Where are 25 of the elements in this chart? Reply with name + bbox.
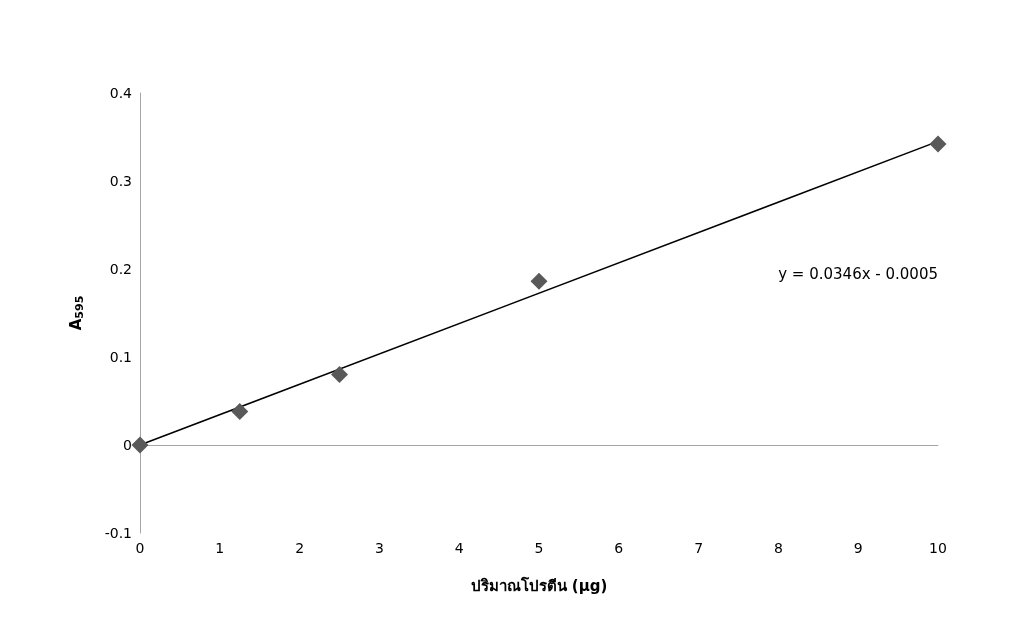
x-tick-label: 4 [454,540,464,556]
y-axis-title: A595 [66,295,86,331]
x-tick-label: 1 [215,540,225,556]
point [929,135,947,153]
x-tick-label: 9 [853,540,863,556]
x-tick-label: 2 [295,540,305,556]
y-tick-label: 0.3 [109,173,132,189]
y-tick-label: 0 [123,437,132,453]
x-tick-label: 10 [929,540,947,556]
x-tick-label: 0 [135,540,145,556]
point [131,436,149,454]
x-tick-label: 8 [773,540,783,556]
point [231,403,249,421]
x-tick-label: 7 [694,540,704,556]
x-tick-label: 6 [614,540,624,556]
x-tick-label: 5 [534,540,544,556]
y-tick-label: 0.4 [109,85,133,101]
point [331,366,348,384]
annotation: y = 0.0346x - 0.0005 [778,264,938,283]
x-axis-title: ปริมาณโปรตีน (µg) [470,575,608,595]
x-tick-label: 3 [374,540,384,556]
y-tick-label: -0.1 [104,525,132,541]
point [530,272,548,290]
y-tick-label: 0.1 [109,349,132,365]
y-tick-label: 0.2 [109,261,132,277]
